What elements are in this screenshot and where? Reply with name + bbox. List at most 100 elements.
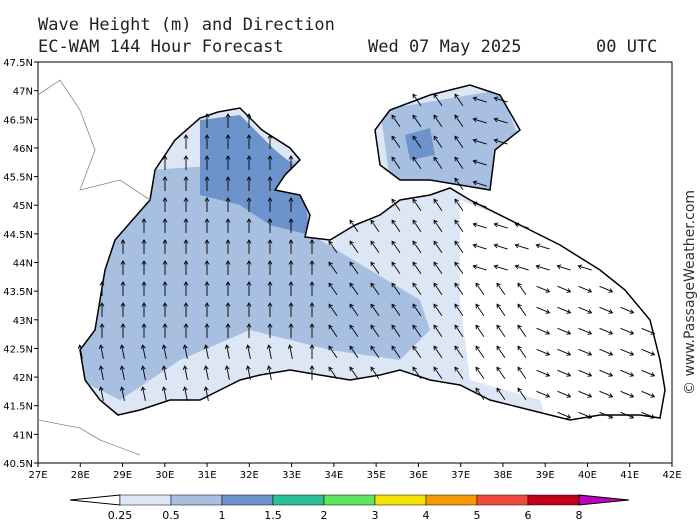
arrow <box>225 134 231 149</box>
arrow <box>225 239 231 254</box>
arrow <box>517 303 527 317</box>
arrow <box>370 324 380 338</box>
arrow <box>182 344 188 359</box>
arrow <box>225 218 231 233</box>
arrow <box>493 243 508 250</box>
arrow <box>370 366 380 380</box>
arrow <box>349 240 359 254</box>
arrow <box>141 281 147 296</box>
arrow <box>475 303 485 317</box>
arrow <box>328 282 338 296</box>
legend-swatch <box>374 494 427 506</box>
arrow <box>599 348 614 356</box>
arrow <box>472 222 487 229</box>
arrow <box>514 243 529 250</box>
arrow <box>557 411 572 419</box>
arrow <box>454 114 464 128</box>
arrow <box>391 156 401 170</box>
axis-ticks: 47.5N 47N 46.5N 46N 45.5N 45N 44.5N 44N 43.5N 43N… <box>3 58 681 481</box>
arrow <box>162 176 168 191</box>
arrow <box>309 239 315 254</box>
arrow <box>493 138 508 145</box>
arrow <box>454 261 464 275</box>
lon-label: 30E <box>155 470 174 481</box>
arrow <box>433 366 443 380</box>
legend-label: 4 <box>423 509 430 522</box>
arrow <box>433 261 443 275</box>
legend-label: 1 <box>219 509 226 522</box>
arrow <box>328 261 338 275</box>
arrow <box>203 365 209 380</box>
arrow <box>162 239 168 254</box>
arrow <box>454 219 464 233</box>
arrow <box>204 281 210 296</box>
arrow <box>140 386 146 401</box>
legend-swatch <box>272 494 325 506</box>
arrow <box>496 282 506 296</box>
arrow <box>267 302 273 317</box>
arrow <box>267 176 273 191</box>
arrow <box>162 218 168 233</box>
arrow <box>620 411 635 419</box>
arrow <box>183 155 189 170</box>
arrow <box>141 302 147 317</box>
arrow <box>267 239 273 254</box>
arrow <box>412 303 422 317</box>
arrow <box>370 240 380 254</box>
arrow <box>288 239 294 254</box>
arrow <box>288 260 294 275</box>
arrow <box>641 369 656 377</box>
arrow <box>391 303 401 317</box>
arrow <box>204 176 210 191</box>
arrow <box>182 386 188 401</box>
arrow <box>599 390 614 398</box>
arrow <box>349 282 359 296</box>
arrow <box>328 303 338 317</box>
arrow <box>266 344 272 359</box>
lat-label: 44N <box>13 259 33 270</box>
arrow <box>99 302 105 317</box>
arrow <box>288 323 294 338</box>
arrow <box>535 243 550 250</box>
lon-label: 38E <box>493 470 512 481</box>
arrow <box>433 93 443 107</box>
arrow <box>578 327 593 335</box>
arrow <box>246 302 252 317</box>
arrow <box>267 134 273 149</box>
arrow <box>391 219 401 233</box>
arrow <box>620 390 635 398</box>
lat-label: 46.5N <box>3 115 33 126</box>
arrow <box>472 180 487 187</box>
arrow <box>288 302 294 317</box>
arrow <box>391 240 401 254</box>
arrow <box>493 264 508 271</box>
arrow <box>328 240 338 254</box>
arrow <box>98 344 104 359</box>
arrow <box>412 198 422 212</box>
arrow <box>578 369 593 377</box>
arrow <box>599 411 614 419</box>
arrow <box>557 285 572 293</box>
arrow <box>349 324 359 338</box>
lon-label: 36E <box>409 470 428 481</box>
arrow <box>412 282 422 296</box>
legend-swatch <box>425 494 478 506</box>
borders <box>37 79 151 456</box>
lon-label: 33E <box>282 470 301 481</box>
arrow <box>77 344 83 359</box>
arrow <box>183 260 189 275</box>
arrow <box>433 240 443 254</box>
arrow <box>140 365 146 380</box>
arrow <box>599 327 614 335</box>
arrow <box>204 260 210 275</box>
arrow <box>204 155 210 170</box>
arrow <box>183 176 189 191</box>
lon-label: 27E <box>28 470 47 481</box>
arrow <box>246 239 252 254</box>
arrow <box>412 93 422 107</box>
legend-label: 3 <box>372 509 379 522</box>
arrow <box>349 261 359 275</box>
arrow <box>141 239 147 254</box>
arrow <box>288 218 294 233</box>
arrow <box>641 390 656 398</box>
